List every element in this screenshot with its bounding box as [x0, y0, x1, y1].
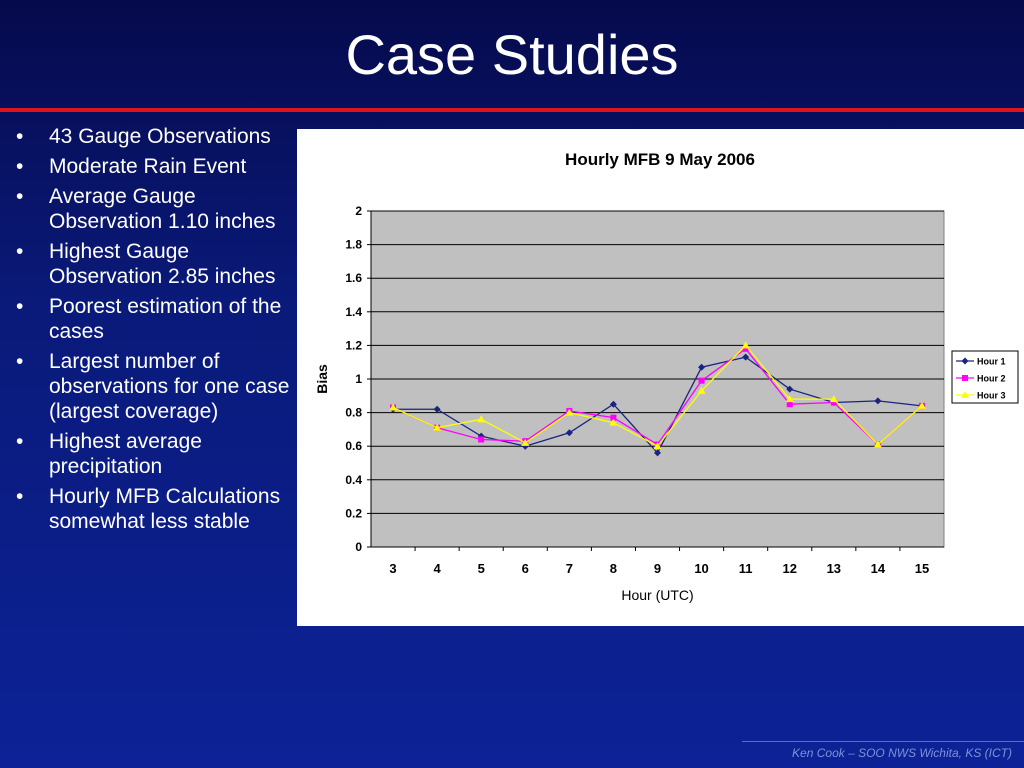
bullet-text: Largest number of observations for one c… [49, 350, 290, 423]
data-point [609, 418, 618, 426]
y-tick-label: 0.2 [345, 506, 362, 520]
bullet-text: Hourly MFB Calculations somewhat less st… [49, 485, 281, 533]
bullet-item: • Poorest estimation of the cases [12, 294, 290, 344]
y-tick-label: 0.8 [345, 406, 362, 420]
y-tick-label: 1.8 [345, 238, 362, 252]
bullet-dot-icon: • [16, 430, 24, 453]
x-tick-label: 3 [389, 561, 396, 576]
x-tick-label: 10 [694, 561, 708, 576]
data-point [389, 403, 398, 411]
x-tick-label: 8 [610, 561, 617, 576]
bullet-text: Average Gauge Observation 1.10 inches [49, 185, 276, 233]
data-point [786, 385, 794, 393]
bullet-dot-icon: • [16, 125, 24, 148]
bullet-text: Moderate Rain Event [49, 155, 247, 178]
x-tick-label: 14 [871, 561, 886, 576]
bullet-text: Poorest estimation of the cases [49, 295, 282, 343]
bullet-item: • 43 Gauge Observations [12, 124, 290, 149]
data-point [742, 345, 749, 352]
y-tick-label: 0 [355, 540, 362, 554]
bullet-item: • Highest Gauge Observation 2.85 inches [12, 239, 290, 289]
data-point [873, 440, 882, 448]
data-point [565, 429, 573, 437]
bullet-item: • Hourly MFB Calculations somewhat less s… [12, 484, 290, 534]
data-point [610, 414, 617, 421]
data-point [609, 400, 617, 408]
y-tick-label: 2 [355, 204, 362, 218]
y-tick-label: 0.6 [345, 439, 362, 453]
data-point [874, 397, 882, 405]
y-tick-label: 1.6 [345, 271, 362, 285]
data-point [653, 442, 662, 450]
x-tick-label: 5 [478, 561, 485, 576]
legend-marker [961, 391, 969, 398]
bullet-list: • 43 Gauge Observations • Moderate Rain Eve… [12, 124, 290, 539]
x-tick-label: 11 [739, 561, 753, 576]
data-point [433, 405, 441, 413]
data-point [786, 401, 793, 408]
x-tick-label: 6 [522, 561, 529, 576]
bullet-item: • Highest average precipitation [12, 429, 290, 479]
data-point [785, 395, 794, 403]
y-axis-label: Bias [314, 364, 330, 394]
bullet-dot-icon: • [16, 155, 24, 178]
x-tick-label: 7 [566, 561, 573, 576]
x-tick-label: 9 [654, 561, 661, 576]
x-axis-label: Hour (UTC) [621, 587, 693, 603]
data-point [830, 399, 837, 406]
data-point [477, 415, 486, 423]
data-point [697, 386, 706, 394]
data-point [565, 408, 574, 416]
y-tick-label: 1.4 [345, 305, 362, 319]
y-tick-label: 0.4 [345, 473, 362, 487]
data-point [433, 423, 442, 431]
bullet-text: Highest Gauge Observation 2.85 inches [49, 240, 276, 288]
bullet-item: • Moderate Rain Event [12, 154, 290, 179]
bullet-item: • Largest number of observations for one … [12, 349, 290, 424]
bullet-dot-icon: • [16, 350, 24, 373]
bullet-dot-icon: • [16, 240, 24, 263]
data-point [698, 377, 705, 384]
chart-title: Hourly MFB 9 May 2006 [565, 150, 755, 169]
x-tick-label: 13 [827, 561, 841, 576]
bullet-text: Highest average precipitation [49, 430, 202, 478]
x-tick-label: 12 [782, 561, 796, 576]
bullet-dot-icon: • [16, 295, 24, 318]
chart-panel: Hourly MFB 9 May 2006 0 0.2 0.4 0.6 0.8 1 1.2 1.… [297, 129, 1024, 626]
footer-divider [742, 741, 1024, 742]
data-point [478, 436, 485, 443]
data-point [521, 438, 530, 446]
x-tick-label: 4 [433, 561, 441, 576]
data-point [742, 353, 750, 361]
y-tick-label: 1 [355, 372, 362, 386]
footer-credit: Ken Cook – SOO NWS Wichita, KS (ICT) [792, 746, 1012, 760]
bullet-text: 43 Gauge Observations [49, 125, 271, 148]
data-point [741, 341, 750, 349]
x-tick-label: 15 [915, 561, 929, 576]
data-point [917, 401, 926, 409]
data-point [698, 363, 706, 371]
legend-entry: Hour 3 [977, 391, 1006, 401]
y-tick-label: 1.2 [345, 338, 362, 352]
bullet-dot-icon: • [16, 485, 24, 508]
title-divider [0, 108, 1024, 112]
data-point [829, 395, 838, 403]
legend-marker [962, 375, 968, 381]
bullet-dot-icon: • [16, 185, 24, 208]
legend-entry: Hour 1 [977, 357, 1006, 367]
legend-marker [961, 357, 969, 365]
slide-title: Case Studies [345, 23, 679, 86]
legend-entry: Hour 2 [977, 374, 1006, 384]
bullet-item: • Average Gauge Observation 1.10 inches [12, 184, 290, 234]
data-point [654, 449, 661, 457]
mfb-line-chart: Hourly MFB 9 May 2006 0 0.2 0.4 0.6 0.8 1 1.2 1.… [314, 150, 1019, 603]
